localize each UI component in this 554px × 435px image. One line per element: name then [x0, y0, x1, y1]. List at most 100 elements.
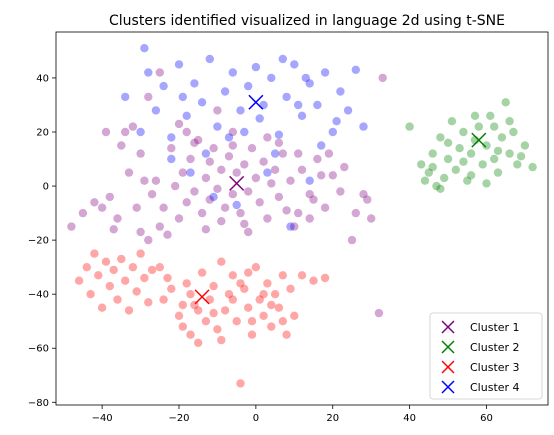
cluster-3-point [229, 271, 237, 279]
cluster-1-point [79, 209, 87, 217]
cluster-1-point [213, 106, 221, 114]
cluster-1-point [144, 93, 152, 101]
cluster-4-point [209, 193, 217, 201]
x-tick-label: 40 [403, 413, 416, 424]
cluster-2-point [440, 174, 448, 182]
cluster-1-point [102, 128, 110, 136]
cluster-3-point [298, 271, 306, 279]
cluster-4-point [298, 112, 306, 120]
cluster-3-point [90, 249, 98, 257]
x-tick-label: 0 [253, 413, 259, 424]
legend-label-cluster-1: Cluster 1 [470, 321, 520, 334]
cluster-3-point [248, 331, 256, 339]
cluster-1-point [140, 177, 148, 185]
cluster-1-point [229, 141, 237, 149]
cluster-4-point [294, 101, 302, 109]
cluster-3-point [209, 309, 217, 317]
cluster-1-point [190, 187, 198, 195]
cluster-1-point [133, 204, 141, 212]
cluster-3-point [110, 266, 118, 274]
cluster-3-point [209, 282, 217, 290]
cluster-4-point [359, 122, 367, 130]
cluster-1-point [236, 209, 244, 217]
legend-label-cluster-2: Cluster 2 [470, 341, 520, 354]
legend-label-cluster-3: Cluster 3 [470, 361, 520, 374]
cluster-1-point [202, 174, 210, 182]
cluster-3-point [217, 336, 225, 344]
cluster-4-point [206, 55, 214, 63]
cluster-1-point [298, 166, 306, 174]
cluster-1-point [110, 225, 118, 233]
cluster-1-point [275, 193, 283, 201]
cluster-3-point [286, 285, 294, 293]
y-tick-label: 40 [36, 73, 49, 84]
cluster-1-point [252, 174, 260, 182]
cluster-3-point [94, 271, 102, 279]
cluster-1-point [244, 228, 252, 236]
cluster-3-point [148, 266, 156, 274]
cluster-3-point [183, 279, 191, 287]
cluster-1-point [183, 198, 191, 206]
cluster-2-point [436, 185, 444, 193]
cluster-1-point [113, 214, 121, 222]
cluster-4-point [271, 149, 279, 157]
cluster-1-point [159, 204, 167, 212]
cluster-1-point [329, 171, 337, 179]
cluster-1-point [282, 206, 290, 214]
cluster-4-point [167, 155, 175, 163]
cluster-1-point [294, 149, 302, 157]
x-tick-label: 20 [326, 413, 339, 424]
cluster-2-point [494, 168, 502, 176]
y-tick-label: −80 [28, 398, 49, 409]
cluster-1-point [152, 177, 160, 185]
cluster-2-point [479, 160, 487, 168]
cluster-1-point [186, 155, 194, 163]
cluster-2-point [459, 128, 467, 136]
cluster-2-point [444, 155, 452, 163]
cluster-2-point [459, 158, 467, 166]
cluster-1-point [294, 209, 302, 217]
cluster-3-point [217, 258, 225, 266]
cluster-3-point [248, 317, 256, 325]
cluster-1-point [286, 177, 294, 185]
cluster-1-point [98, 204, 106, 212]
cluster-1-point [240, 160, 248, 168]
cluster-3-point [321, 274, 329, 282]
cluster-4-point [233, 201, 241, 209]
cluster-2-point [455, 144, 463, 152]
cluster-2-point [429, 163, 437, 171]
cluster-1-point [217, 166, 225, 174]
cluster-1-point [144, 236, 152, 244]
cluster-1-point [313, 155, 321, 163]
cluster-4-point [144, 68, 152, 76]
cluster-1-point [263, 133, 271, 141]
cluster-1-point [375, 309, 383, 317]
cluster-1-point [244, 187, 252, 195]
cluster-1-point [67, 222, 75, 230]
cluster-1-point [136, 149, 144, 157]
cluster-1-point [175, 120, 183, 128]
cluster-4-point [344, 106, 352, 114]
cluster-4-point [236, 106, 244, 114]
y-tick-label: −40 [28, 290, 49, 301]
cluster-4-point [244, 82, 252, 90]
cluster-3-point [259, 290, 267, 298]
cluster-3-point [125, 306, 133, 314]
cluster-1-point [156, 68, 164, 76]
cluster-1-point [117, 141, 125, 149]
cluster-1-point [129, 122, 137, 130]
cluster-1-point [125, 168, 133, 176]
cluster-2-point [429, 149, 437, 157]
y-tick-label: 20 [36, 128, 49, 139]
cluster-1-point [206, 158, 214, 166]
cluster-3-point [136, 249, 144, 257]
cluster-4-point [121, 93, 129, 101]
cluster-1-point [171, 182, 179, 190]
cluster-3-point [179, 322, 187, 330]
cluster-4-point [290, 60, 298, 68]
cluster-4-point [179, 93, 187, 101]
cluster-4-point [198, 98, 206, 106]
cluster-1-point [279, 149, 287, 157]
cluster-4-point [267, 74, 275, 82]
cluster-1-point [106, 193, 114, 201]
